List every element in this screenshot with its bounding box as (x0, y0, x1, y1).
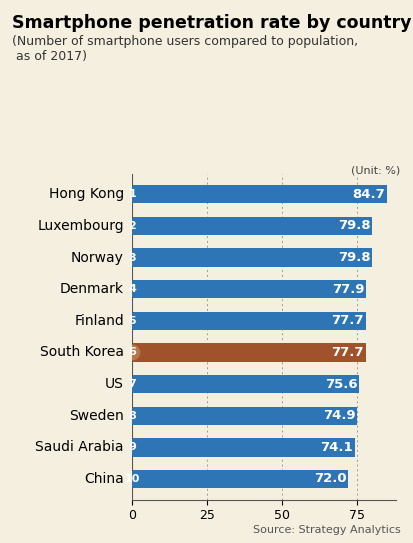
Text: 72.0: 72.0 (314, 472, 347, 485)
Point (129, 253, 135, 262)
Point (129, 475, 135, 483)
Point (129, 317, 135, 325)
Text: 3: 3 (128, 252, 136, 263)
Point (129, 190, 135, 199)
Text: 4: 4 (128, 284, 136, 294)
Text: Finland: Finland (74, 314, 124, 328)
Text: Sweden: Sweden (69, 409, 124, 423)
Bar (132, 280, 366, 299)
Text: 84.7: 84.7 (352, 188, 385, 201)
Bar (132, 470, 349, 488)
Text: 77.7: 77.7 (332, 314, 364, 327)
Text: Smartphone penetration rate by country: Smartphone penetration rate by country (12, 14, 412, 31)
Bar (132, 217, 372, 235)
Text: South Korea: South Korea (40, 345, 124, 359)
Bar (132, 438, 355, 457)
Bar (132, 185, 387, 204)
Text: 77.7: 77.7 (332, 346, 364, 359)
Text: 5: 5 (128, 316, 136, 326)
Text: (Unit: %): (Unit: %) (351, 166, 401, 175)
Point (129, 285, 135, 294)
Text: 79.8: 79.8 (338, 251, 370, 264)
Text: 74.1: 74.1 (320, 441, 353, 454)
Bar (132, 407, 357, 425)
Bar (132, 343, 366, 362)
Text: China: China (84, 472, 124, 486)
Point (129, 380, 135, 388)
Bar (132, 375, 359, 393)
Bar (132, 312, 366, 330)
Text: 77.9: 77.9 (332, 283, 365, 296)
Bar (132, 248, 372, 267)
Point (129, 348, 135, 357)
Text: 7: 7 (128, 379, 136, 389)
Point (129, 443, 135, 452)
Text: 75.6: 75.6 (325, 377, 358, 390)
Text: Norway: Norway (71, 250, 124, 264)
Text: 8: 8 (128, 411, 136, 421)
Text: 6: 6 (128, 348, 136, 357)
Text: 10: 10 (124, 474, 140, 484)
Text: Hong Kong: Hong Kong (49, 187, 124, 201)
Text: Source: Strategy Analytics: Source: Strategy Analytics (253, 525, 401, 535)
Text: 9: 9 (128, 443, 136, 452)
Point (129, 222, 135, 230)
Text: 79.8: 79.8 (338, 219, 370, 232)
Text: 2: 2 (128, 221, 136, 231)
Text: 1: 1 (128, 190, 136, 199)
Point (129, 412, 135, 420)
Text: Denmark: Denmark (60, 282, 124, 296)
Text: US: US (105, 377, 124, 391)
Text: (Number of smartphone users compared to population,
 as of 2017): (Number of smartphone users compared to … (12, 35, 358, 64)
Text: Saudi Arabia: Saudi Arabia (36, 440, 124, 454)
Text: 74.9: 74.9 (323, 409, 356, 422)
Text: Luxembourg: Luxembourg (37, 219, 124, 233)
